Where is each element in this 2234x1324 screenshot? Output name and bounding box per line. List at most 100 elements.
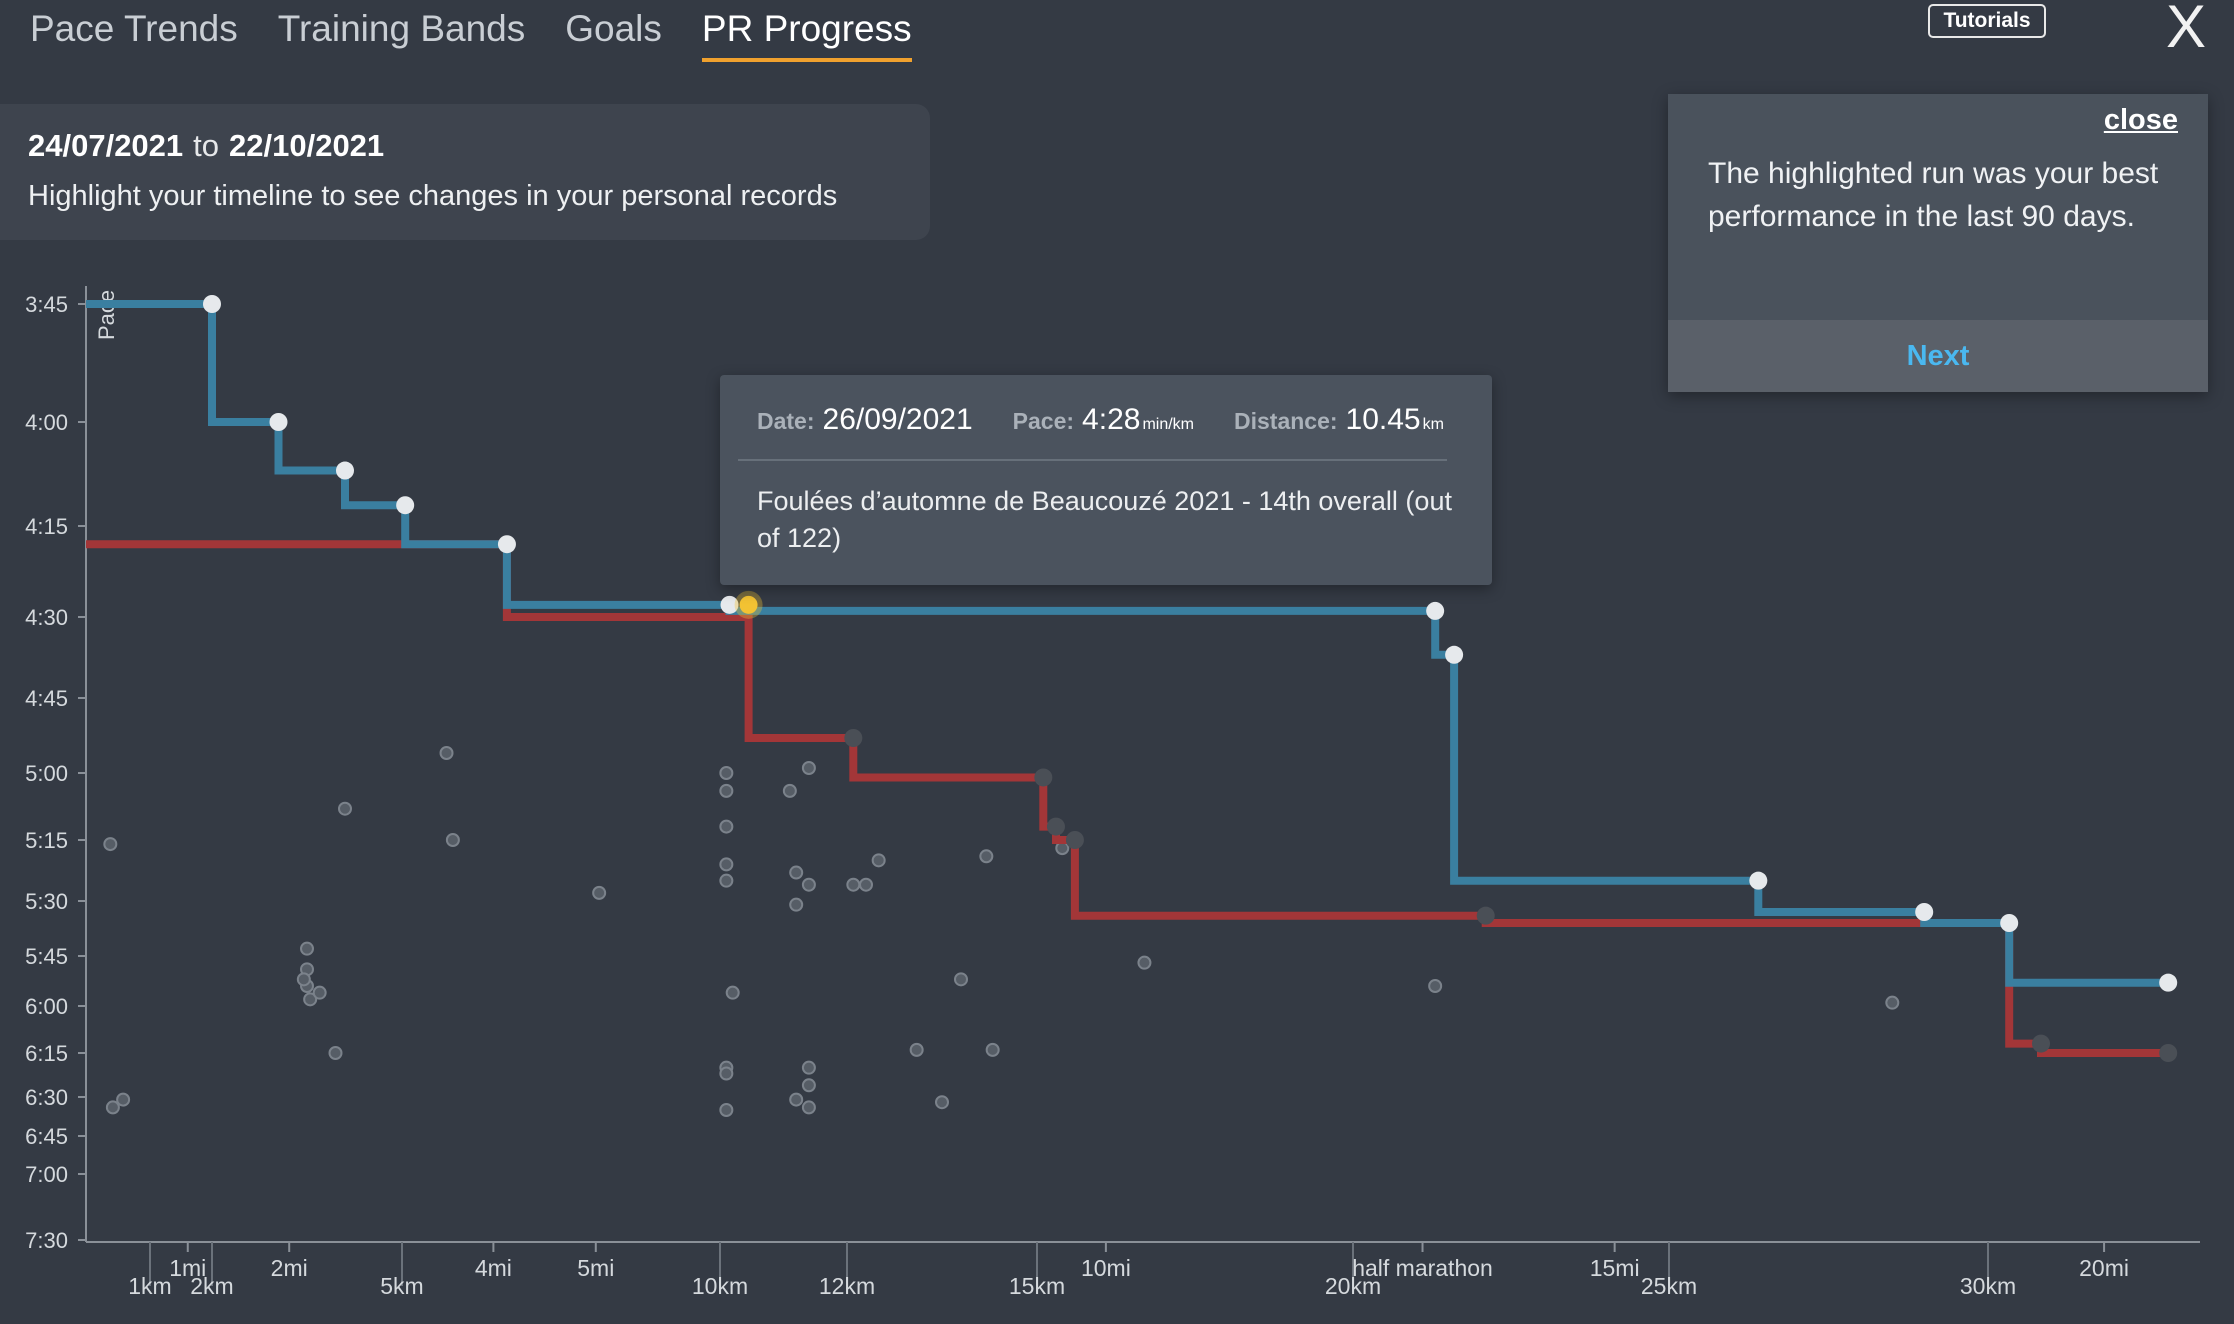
highlighted-run-point	[739, 595, 758, 614]
y-tick-label: 5:45	[25, 944, 68, 969]
tab-goals[interactable]: Goals	[565, 8, 662, 49]
previous-pr-point	[844, 729, 863, 747]
pr-point	[203, 295, 221, 313]
x-tick-label-km: 15km	[1009, 1273, 1065, 1299]
run-point	[801, 1100, 816, 1115]
previous-pr-point	[1046, 817, 1065, 836]
run-point	[789, 897, 804, 912]
y-tick-label: 5:30	[25, 889, 68, 914]
tooltip-stats: Date: 26/09/2021 Pace: 4:28 min/km Dista…	[757, 403, 1444, 437]
pr-point	[2000, 914, 2019, 932]
run-point	[1137, 955, 1152, 970]
run-point	[719, 873, 734, 888]
pr-point	[269, 413, 288, 431]
y-tick-label: 4:00	[25, 410, 68, 435]
tooltip-pace-unit: min/km	[1142, 416, 1194, 433]
x-tick-label-mi: 1mi	[169, 1255, 206, 1281]
pr-point	[1426, 601, 1445, 620]
x-tick-label-km: 5km	[380, 1273, 423, 1299]
tab-training-bands[interactable]: Training Bands	[277, 8, 526, 49]
run-point	[859, 877, 873, 892]
run-point	[103, 837, 118, 852]
tab-pr-progress[interactable]: PR Progress	[701, 4, 912, 62]
run-point	[719, 783, 734, 798]
tooltip-pace: 4:28	[1082, 403, 1141, 436]
run-point	[725, 985, 740, 1000]
tab-pace-trends[interactable]: Pace Trends	[30, 8, 238, 49]
pr-point	[1445, 645, 1464, 664]
tooltip-divider	[738, 459, 1447, 461]
run-tooltip: Date: 26/09/2021 Pace: 4:28 min/km Dista…	[720, 375, 1492, 585]
run-point	[801, 1060, 816, 1075]
y-tick-label: 6:30	[25, 1085, 68, 1110]
date-range: 24/07/2021 to 22/10/2021	[28, 128, 384, 164]
run-point	[719, 1066, 734, 1081]
pr-point	[2159, 973, 2178, 992]
date-range-panel: 24/07/2021 to 22/10/2021 Highlight your ti…	[0, 104, 930, 240]
y-tick-label: 5:15	[25, 828, 68, 853]
previous-pr-point	[2032, 1034, 2050, 1053]
run-point	[979, 849, 994, 864]
tooltip-date-key: Date:	[757, 408, 815, 434]
run-point	[954, 972, 968, 987]
x-tick-label-km: 10km	[692, 1273, 748, 1299]
run-point	[789, 865, 804, 880]
y-tick-label: 7:00	[25, 1162, 68, 1187]
run-point	[312, 985, 327, 1000]
tooltip-description: Foulées d’automne de Beaucouzé 2021 - 14…	[757, 486, 1452, 553]
x-tick-label-km: 12km	[819, 1273, 875, 1299]
coach-popup: close The highlighted run was your best …	[1668, 94, 2208, 392]
pr-point	[497, 535, 516, 554]
run-point	[592, 885, 607, 900]
x-tick-label-km: 1km	[128, 1273, 171, 1299]
y-tick-label: 4:45	[25, 686, 68, 711]
tutorials-button[interactable]: Tutorials	[1928, 4, 2046, 38]
run-point	[846, 877, 861, 892]
run-point	[909, 1042, 924, 1057]
y-tick-label: 3:45	[25, 292, 68, 317]
x-tick-label-mi: 2mi	[271, 1255, 308, 1281]
coach-next-button[interactable]: Next	[1668, 320, 2208, 392]
run-point	[782, 783, 797, 798]
y-tick-label: 6:00	[25, 994, 68, 1019]
y-tick-label: 4:30	[25, 605, 68, 630]
pr-point	[336, 461, 354, 480]
y-tick-label: 6:15	[25, 1041, 68, 1066]
y-tick-label: 6:45	[25, 1124, 68, 1149]
run-point	[296, 972, 311, 987]
tooltip-distance-key: Distance:	[1234, 408, 1338, 434]
run-point	[105, 1100, 120, 1115]
run-point	[801, 877, 816, 892]
pr-series-line	[86, 540, 2169, 1057]
close-icon[interactable]: X	[2166, 0, 2207, 60]
tooltip-distance-unit: km	[1422, 416, 1444, 433]
previous-pr-point	[1034, 768, 1053, 787]
x-tick-label-mi: 10mi	[1081, 1255, 1131, 1281]
x-tick-label-mi: half marathon	[1352, 1255, 1493, 1281]
run-point	[935, 1095, 949, 1110]
x-tick-label-mi: 15mi	[1590, 1255, 1640, 1281]
tooltip-pace-key: Pace:	[1012, 408, 1075, 434]
tooltip-date: 26/09/2021	[822, 403, 973, 436]
x-tick-label-km: 2km	[190, 1273, 233, 1299]
y-tick-label: 7:30	[25, 1228, 68, 1253]
run-point	[116, 1092, 131, 1107]
date-to: 22/10/2021	[229, 128, 385, 163]
run-point	[801, 1078, 816, 1093]
pr-point	[396, 496, 415, 515]
previous-pr-point	[1065, 831, 1084, 849]
tab-bar: Pace Trends Training Bands Goals PR Prog…	[30, 4, 912, 62]
previous-pr-point	[1476, 906, 1495, 925]
coach-close-button[interactable]: close	[2103, 104, 2178, 136]
tooltip-distance: 10.45	[1345, 403, 1421, 436]
x-tick-label-km: 30km	[1960, 1273, 2016, 1299]
run-point	[1885, 995, 1900, 1010]
x-tick-label-mi: 4mi	[475, 1255, 512, 1281]
x-tick-label-km: 25km	[1641, 1273, 1697, 1299]
run-point	[719, 857, 734, 872]
run-point	[300, 941, 314, 956]
run-point	[1428, 979, 1443, 993]
run-point	[789, 1092, 804, 1107]
date-to-word: to	[193, 128, 220, 163]
